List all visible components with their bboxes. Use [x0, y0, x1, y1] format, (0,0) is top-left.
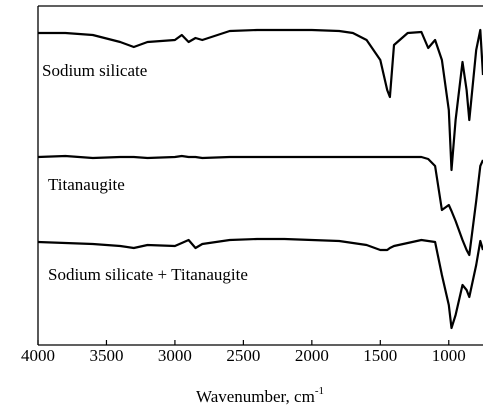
x-tick-label: 3500 [89, 346, 123, 365]
x-tick-label: 2000 [295, 346, 329, 365]
x-axis-title-superscript: -1 [315, 385, 324, 397]
spectrum-line [38, 28, 483, 172]
x-tick-label: 3000 [158, 346, 192, 365]
series-label: Sodium silicate [42, 61, 147, 80]
x-tick-label: 1500 [363, 346, 397, 365]
x-tick-label: 4000 [21, 346, 55, 365]
x-axis-title: Wavenumber, cm-1 [196, 385, 324, 406]
series-label: Titanaugite [48, 175, 125, 194]
x-tick-label: 2500 [226, 346, 260, 365]
spectrum-line [37, 154, 483, 257]
series-label: Sodium silicate + Titanaugite [48, 265, 248, 284]
x-axis-title-text: Wavenumber, cm [196, 387, 315, 406]
x-tick-label: 1000 [432, 346, 466, 365]
spectrum-line [37, 237, 483, 330]
